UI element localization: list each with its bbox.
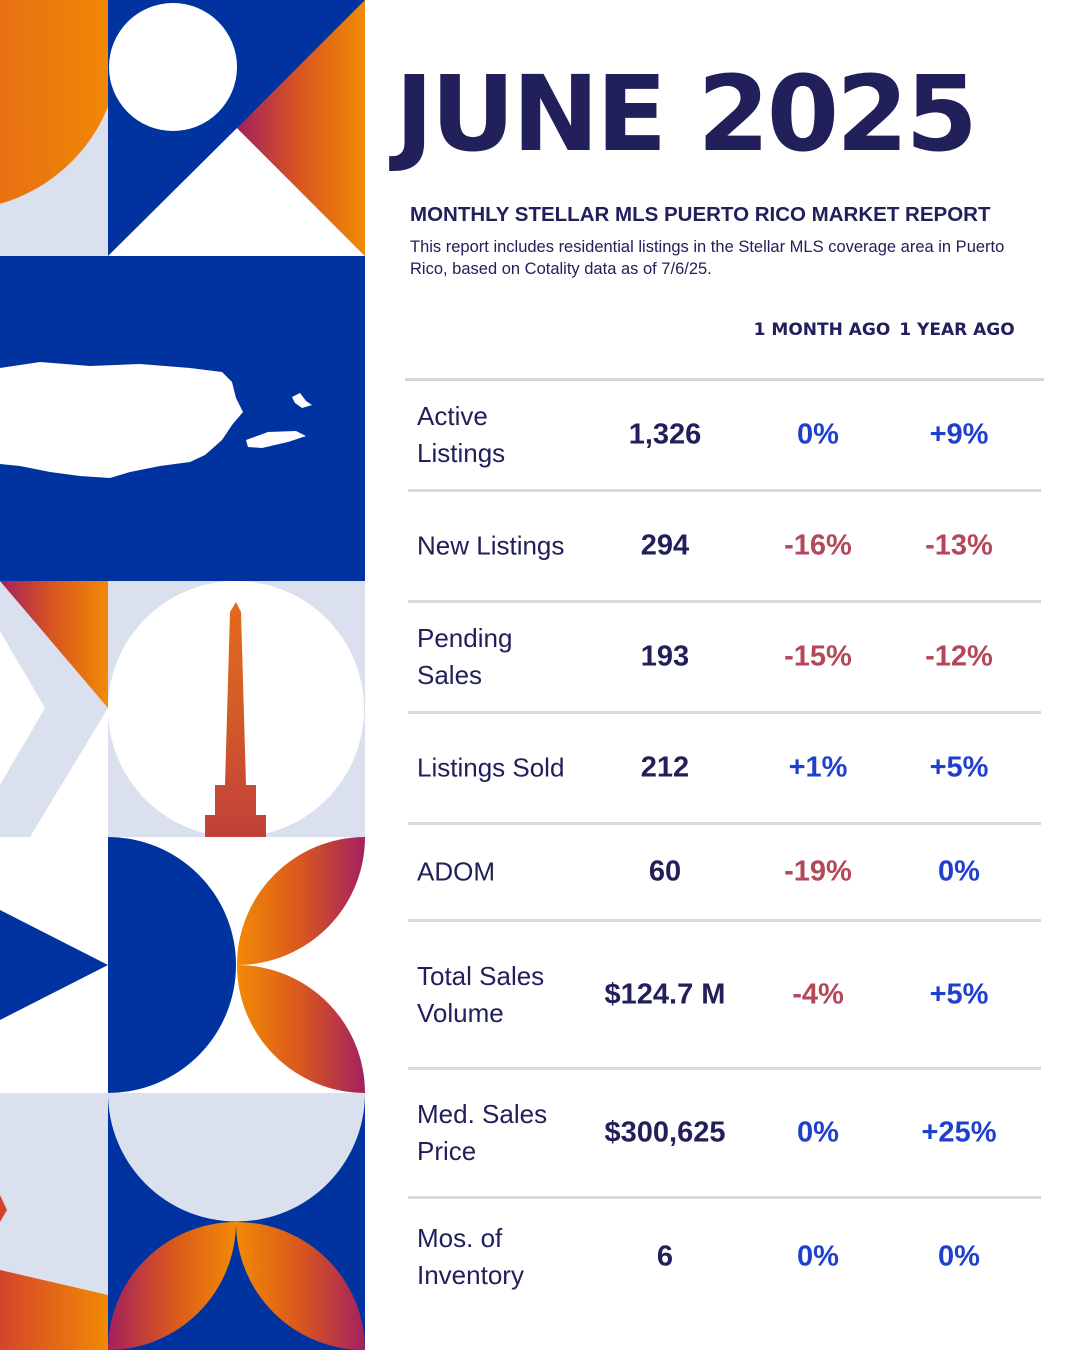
row-value: 294 [640, 529, 690, 562]
decorative-art-panel [0, 0, 365, 1350]
row-label: Pending Sales [417, 623, 513, 690]
row-label: Total Sales Volume [417, 960, 545, 1028]
art-block-obelisk [0, 581, 365, 837]
row-month-change: -16% [784, 529, 852, 562]
row-value: 193 [640, 640, 690, 673]
row-year-change: +25% [921, 1116, 997, 1149]
row-month-change: 0% [797, 1240, 839, 1273]
puerto-rico-map [0, 256, 365, 581]
row-month-change: -15% [784, 640, 852, 673]
row-median-sales-price: Med. Sales Price $300,625 0% +25% [408, 1070, 1041, 1199]
row-value: 60 [648, 855, 682, 888]
row-year-change: +5% [929, 751, 989, 784]
row-year-change: 0% [938, 1240, 980, 1273]
row-label: Active Listings [417, 401, 506, 468]
row-year-change: +9% [929, 418, 989, 451]
row-label: ADOM [417, 856, 495, 887]
row-month-change: 0% [797, 418, 839, 451]
column-header-1-year-ago: 1 YEAR AGO [899, 320, 1015, 340]
art-block-bottom [0, 1093, 365, 1350]
row-value: 1,326 [628, 418, 702, 451]
row-label: Listings Sold [417, 752, 565, 783]
row-month-change: -4% [792, 978, 844, 1010]
row-year-change: 0% [938, 855, 980, 888]
row-year-change: -13% [925, 529, 993, 562]
row-active-listings: Active Listings 1,326 0% +9% [408, 381, 1041, 492]
row-value: $300,625 [604, 1116, 726, 1149]
row-listings-sold: Listings Sold 212 +1% +5% [408, 714, 1041, 825]
row-total-sales-volume: Total Sales Volume $124.7 M -4% +5% [408, 922, 1041, 1070]
row-year-change: -12% [925, 640, 993, 673]
report-description: This report includes residential listing… [410, 238, 1005, 278]
art-block-top [0, 0, 365, 256]
row-month-change: -19% [784, 855, 852, 888]
row-months-of-inventory: Mos. of Inventory 6 0% 0% [408, 1199, 1041, 1315]
column-header-1-month-ago: 1 MONTH AGO [753, 320, 891, 340]
row-month-change: +1% [788, 751, 848, 784]
report-subtitle: MONTHLY STELLAR MLS PUERTO RICO MARKET R… [410, 203, 991, 226]
row-adom: ADOM 60 -19% 0% [408, 825, 1041, 922]
row-pending-sales: Pending Sales 193 -15% -12% [408, 603, 1041, 714]
row-new-listings: New Listings 294 -16% -13% [408, 492, 1041, 603]
row-month-change: 0% [797, 1116, 839, 1149]
row-year-change: +5% [929, 978, 989, 1010]
row-value: 212 [640, 751, 690, 784]
row-value: $124.7 M [604, 978, 726, 1010]
row-value: 6 [656, 1240, 674, 1273]
art-block-leaves [0, 837, 365, 1093]
row-label: New Listings [417, 530, 565, 561]
header-divider [405, 378, 1044, 381]
row-label: Mos. of Inventory [417, 1223, 524, 1290]
row-label: Med. Sales Price [417, 1099, 548, 1166]
report-title: JUNE 2025 [395, 53, 978, 175]
